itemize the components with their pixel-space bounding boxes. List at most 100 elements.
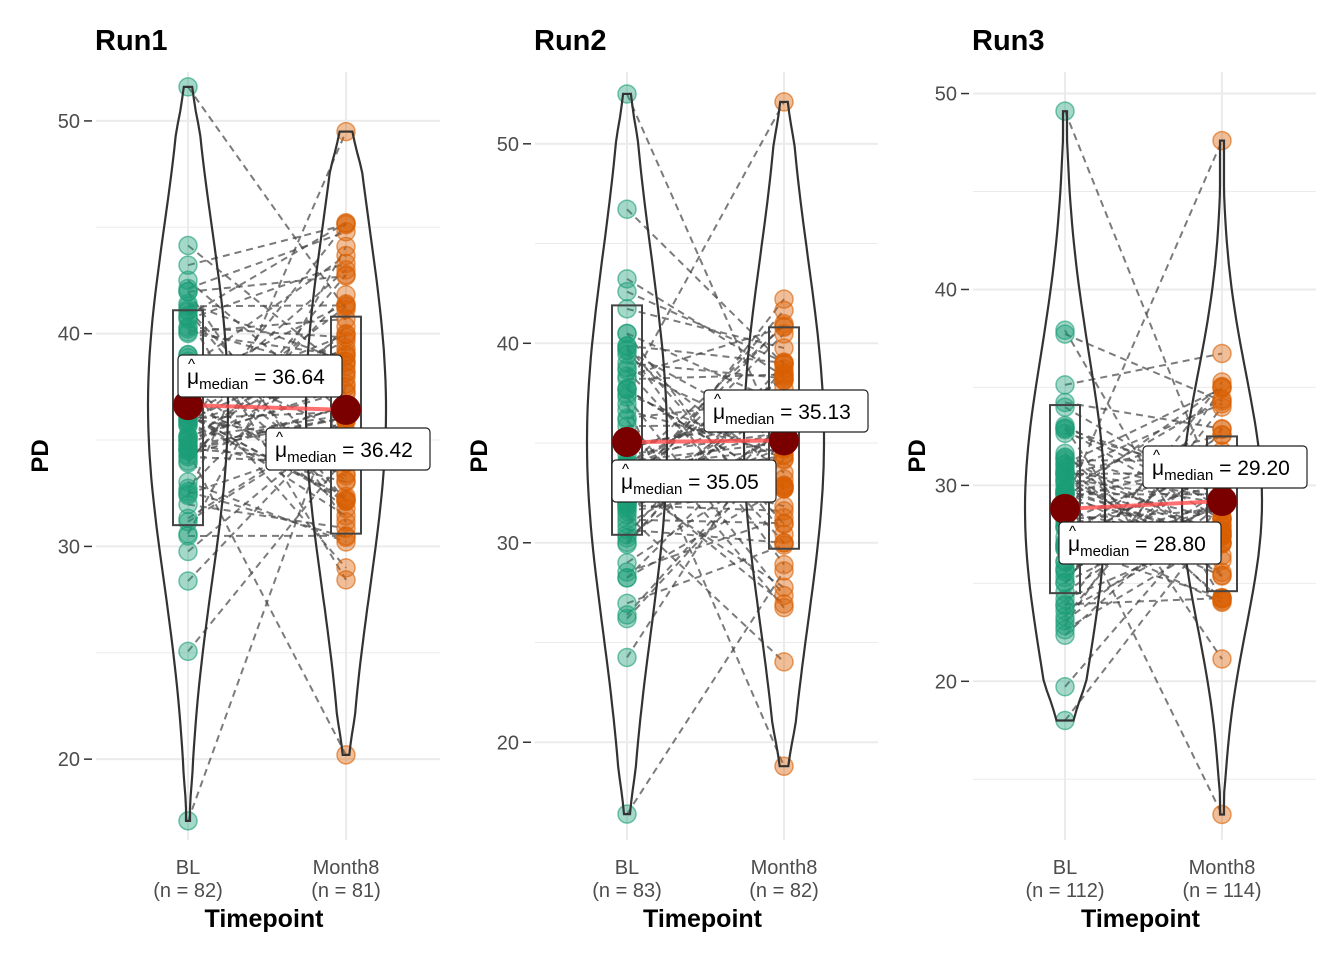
data-point — [178, 282, 198, 302]
data-point — [336, 260, 356, 280]
boxplot — [172, 309, 204, 527]
median-label-text: μmedian = 35.13 — [713, 401, 851, 428]
y-tick-label: 40 — [497, 333, 519, 355]
y-tick-label: 40 — [935, 279, 957, 301]
data-point — [178, 524, 198, 544]
paired-line — [187, 440, 347, 484]
data-point — [1055, 567, 1075, 588]
paired-line — [187, 302, 347, 363]
paired-line — [1064, 597, 1223, 606]
data-point — [178, 478, 198, 499]
median-label-box — [1058, 521, 1222, 565]
median-equals: = — [336, 439, 360, 462]
data-point — [1055, 620, 1075, 640]
median-label: μmedian = 35.05^ — [611, 459, 777, 503]
data-point — [774, 513, 794, 533]
y-tick-label: 20 — [58, 749, 80, 771]
paired-line — [1064, 464, 1223, 600]
x-count-label: (n = 82) — [749, 880, 818, 902]
data-point — [774, 324, 794, 344]
paired-line — [187, 244, 347, 373]
data-point — [1055, 392, 1075, 413]
data-point — [1212, 587, 1232, 608]
paired-line — [626, 373, 785, 381]
data-point — [617, 562, 637, 582]
paired-line — [187, 230, 347, 290]
data-point — [336, 506, 356, 526]
median-subscript: median — [199, 376, 248, 393]
violin — [146, 85, 230, 823]
x-tick-label: BL — [1053, 857, 1077, 879]
x-count-label: (n = 82) — [153, 880, 222, 902]
paired-line — [626, 387, 785, 508]
paired-line — [187, 414, 347, 582]
data-point — [1055, 375, 1075, 395]
paired-lines — [626, 93, 785, 815]
boxplot — [330, 315, 362, 535]
panel-run3: 20 30 40 50 Run3 PD Timepoint BL(n = 112) Month8… — [904, 25, 1316, 933]
median-value: 36.64 — [272, 366, 325, 389]
data-point — [1055, 454, 1075, 474]
paired-line — [187, 86, 347, 311]
median-point — [331, 394, 361, 425]
paired-line — [187, 503, 347, 530]
data-point — [774, 338, 794, 358]
median-label: μmedian = 28.80^ — [1058, 521, 1222, 565]
paired-line — [626, 441, 785, 463]
y-tick-label: 30 — [58, 536, 80, 558]
x-tick-label: BL — [176, 857, 200, 879]
data-point — [336, 512, 356, 532]
paired-line — [626, 518, 785, 525]
paired-line — [1064, 401, 1223, 430]
hat-symbol: ^ — [622, 461, 629, 478]
data-point — [617, 647, 637, 668]
paired-line — [626, 326, 785, 378]
data-point — [774, 652, 794, 672]
median-subscript: median — [633, 481, 682, 498]
data-point — [1055, 418, 1075, 438]
paired-line — [187, 275, 347, 293]
paired-line — [1064, 456, 1223, 522]
hat-symbol: ^ — [276, 429, 283, 446]
median-label-box — [1142, 445, 1308, 489]
paired-line — [187, 332, 347, 357]
hat-symbol: ^ — [1069, 523, 1076, 540]
x-count-label: (n = 83) — [592, 880, 661, 902]
data-point — [178, 431, 198, 452]
panel-run2: 20 30 40 50 Run2 PD Timepoint BL(n = 83) Month8(… — [466, 25, 878, 933]
median-label: μmedian = 35.13^ — [703, 389, 869, 433]
data-point — [617, 379, 637, 400]
x-count-label: (n = 112) — [1025, 880, 1104, 902]
median-label: μmedian = 29.20^ — [1142, 445, 1308, 489]
y-tick-label: 30 — [935, 475, 957, 497]
data-point — [178, 255, 198, 275]
median-label-text: μmedian = 28.80 — [1068, 533, 1206, 560]
paired-line — [187, 269, 347, 408]
data-point — [1055, 677, 1075, 697]
data-point — [336, 245, 356, 266]
paired-line — [626, 407, 785, 467]
median-subscript: median — [725, 411, 774, 428]
paired-line — [187, 404, 347, 457]
data-point — [774, 354, 794, 375]
median-label: μmedian = 36.64^ — [177, 354, 343, 398]
data-point — [1055, 468, 1075, 489]
data-point — [617, 323, 637, 344]
data-point — [617, 608, 637, 629]
mu-symbol: μ — [187, 366, 199, 389]
data-point — [617, 199, 637, 219]
violin — [1023, 110, 1107, 722]
panel-title: Run2 — [534, 25, 607, 57]
data-point — [178, 451, 198, 471]
paired-line — [626, 332, 785, 535]
paired-line — [1064, 516, 1223, 722]
paired-line — [626, 208, 785, 366]
median-label-text: μmedian = 36.64 — [187, 366, 325, 393]
y-tick-label: 20 — [935, 671, 957, 693]
median-label-text: μmedian = 36.42 — [275, 439, 413, 466]
mu-symbol: μ — [713, 401, 725, 424]
paired-line — [626, 516, 785, 573]
data-point — [1055, 573, 1075, 593]
median-point — [769, 425, 799, 456]
